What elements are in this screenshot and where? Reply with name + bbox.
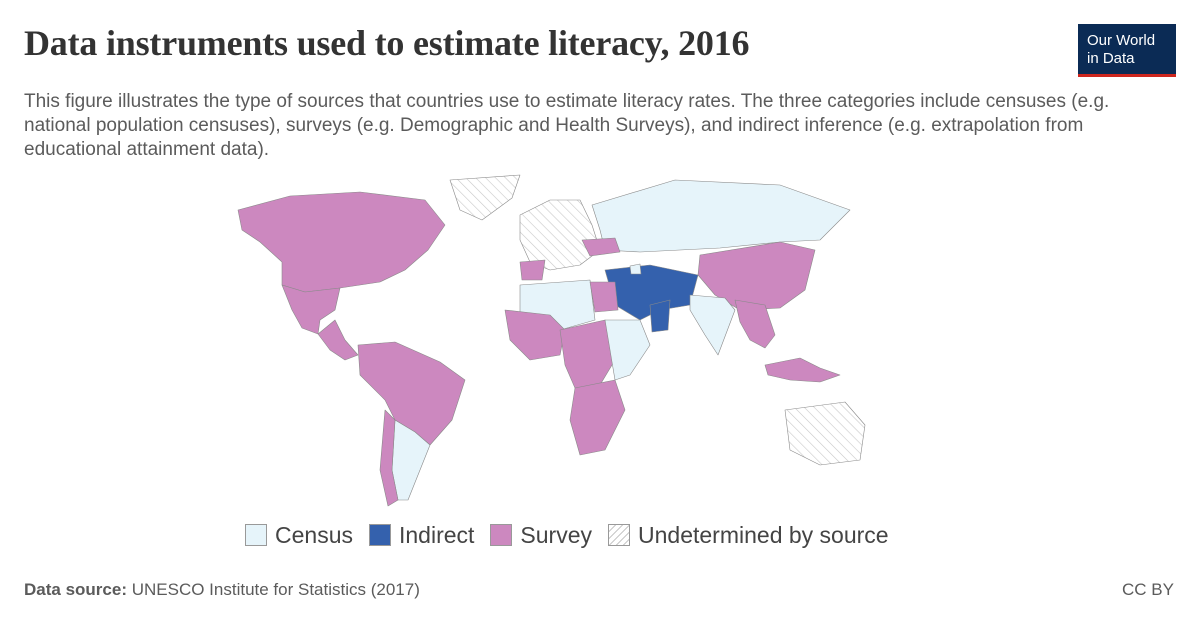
region-west-africa[interactable] [504, 309, 566, 361]
region-europe[interactable] [519, 199, 601, 271]
owid-logo[interactable]: Our World in Data [1078, 24, 1176, 77]
legend-item-census[interactable]: Census [245, 522, 353, 549]
legend-swatch-census [245, 524, 267, 546]
region-india[interactable] [689, 294, 736, 356]
chart-subtitle: This figure illustrates the type of sour… [24, 91, 1110, 160]
legend-swatch-undetermined [608, 524, 631, 546]
region-russia[interactable] [591, 179, 851, 253]
legend-item-undetermined[interactable]: Undetermined by source [608, 522, 889, 549]
region-greenland[interactable] [449, 174, 521, 221]
region-mexico[interactable] [281, 284, 341, 335]
data-source-text[interactable]: UNESCO Institute for Statistics (2017) [131, 580, 420, 599]
region-indonesia[interactable] [764, 357, 841, 383]
region-chile[interactable] [379, 409, 399, 507]
region-south-america[interactable] [357, 341, 466, 446]
region-north-america[interactable] [237, 191, 446, 293]
logo-line-1: Our World [1087, 32, 1156, 49]
logo-line-2: in Data [1087, 50, 1135, 67]
legend-label-census: Census [275, 521, 353, 548]
region-east-africa[interactable] [604, 319, 651, 381]
legend-swatch-survey [490, 524, 513, 546]
legend-label-survey: Survey [520, 521, 593, 548]
chart-title: Data instruments used to estimate litera… [24, 23, 750, 63]
region-southeast-asia[interactable] [734, 299, 776, 349]
region-oman[interactable] [649, 299, 671, 333]
region-central-america[interactable] [317, 319, 359, 361]
region-ukraine[interactable] [581, 237, 621, 257]
region-china[interactable] [697, 241, 816, 311]
legend-label-indirect: Indirect [398, 521, 475, 548]
legend-swatch-indirect [368, 524, 391, 546]
data-source-label: Data source: [24, 580, 127, 599]
legend-item-survey[interactable]: Survey [490, 522, 592, 549]
region-egypt[interactable] [589, 281, 619, 313]
region-azerbaijan[interactable] [629, 263, 642, 275]
region-australia[interactable] [784, 401, 866, 466]
legend-item-indirect[interactable]: Indirect [368, 521, 475, 549]
world-map [237, 174, 866, 507]
region-spain[interactable] [519, 259, 546, 281]
license-link[interactable]: CC BY [1122, 580, 1174, 599]
region-southern-africa[interactable] [569, 379, 626, 456]
region-middle-east[interactable] [604, 264, 699, 321]
legend-label-undetermined: Undetermined by source [638, 521, 889, 548]
data-source: Data source: UNESCO Institute for Statis… [24, 580, 420, 600]
map-legend: Census Indirect Survey Undetermined by s… [245, 520, 905, 550]
